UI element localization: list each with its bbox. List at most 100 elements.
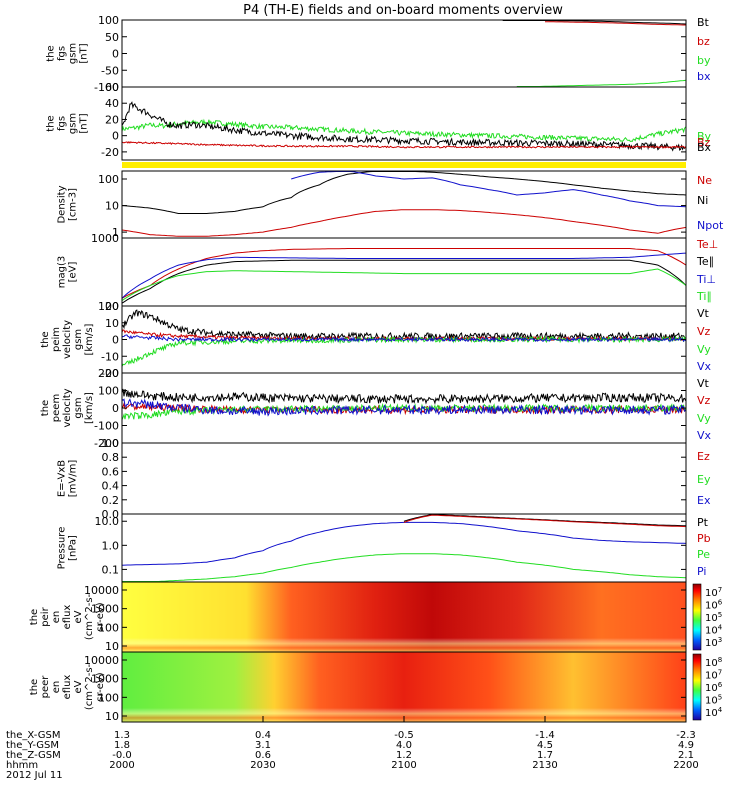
- legend-Vx: Vx: [697, 429, 712, 442]
- panel-temperature: 1000 100 mag(3 [eV] Te⊥ Te∥ Ti⊥ Ti∥: [57, 232, 719, 313]
- series-Te⊥: [121, 248, 687, 299]
- y-tick-label: 10: [105, 317, 119, 330]
- xaxis-value: 2100: [391, 760, 416, 771]
- legend-Ti∥: Ti∥: [696, 290, 712, 303]
- legend-Vt: Vt: [697, 307, 710, 320]
- y-axis-label: E=-VxB: [57, 460, 68, 497]
- legend-Pe: Pe: [697, 548, 710, 561]
- xaxis-value: -1.4: [535, 730, 555, 741]
- xaxis-value: -0.5: [394, 730, 414, 741]
- y-tick-label: 0: [112, 402, 119, 415]
- xaxis-value: 1.8: [114, 740, 130, 751]
- y-axis-label: fgs: [57, 46, 68, 61]
- legend-Vx: Vx: [697, 360, 712, 373]
- xaxis-row-label: hhmm: [6, 760, 38, 771]
- spectrogram-low-energy-band: [122, 652, 686, 722]
- y-tick-label: 1000: [91, 603, 119, 616]
- series-Ti⊥: [121, 252, 687, 299]
- xaxis-value: -2.3: [676, 730, 696, 741]
- y-tick-label: 10: [105, 710, 119, 723]
- y-axis-label: peer: [40, 675, 51, 699]
- colorbar: [692, 653, 702, 721]
- y-tick-label: -10: [101, 350, 119, 363]
- panel-density: 100 10 1 Density [cm-3] Ne Ni Npot: [57, 170, 724, 239]
- y-tick-label: -50: [101, 64, 119, 77]
- y-tick-label: 1: [112, 226, 119, 239]
- xaxis-value: 1.3: [114, 730, 130, 741]
- colorbar-tick-label: 105: [705, 694, 722, 707]
- y-tick-label: 0: [112, 48, 119, 61]
- y-axis-label: [cm-3]: [68, 188, 79, 221]
- series-Bx: [121, 101, 687, 152]
- y-axis-label: velocity: [62, 320, 73, 359]
- colorbar-tick-label: 106: [705, 681, 723, 694]
- xaxis-value: 1.7: [537, 750, 553, 761]
- xaxis-value: 4.0: [396, 740, 412, 751]
- y-axis-label: gsm: [68, 113, 79, 134]
- y-tick-label: 10: [105, 200, 119, 213]
- legend-Ey: Ey: [697, 473, 711, 486]
- y-tick-label: 100: [98, 385, 119, 398]
- xaxis-value: 2200: [673, 760, 698, 771]
- figure-title: P4 (TH-E) fields and on-board moments ov…: [243, 3, 563, 18]
- y-tick-label: 100: [98, 691, 119, 704]
- panel-efield: 1.00.80.6 0.40.20.0 E=-VxB [mV/m] Ez Ey Ex: [57, 437, 711, 521]
- y-tick-label: 0.4: [102, 480, 120, 493]
- y-tick-label: 20: [105, 300, 119, 313]
- legend-Vz: Vz: [697, 325, 711, 338]
- y-axis-label: en: [51, 681, 62, 694]
- y-axis-label: the: [29, 609, 40, 625]
- xaxis-value: 0.6: [255, 750, 271, 761]
- series-Ne: [121, 209, 687, 237]
- panel-frame: [121, 19, 687, 88]
- y-tick-label: 10000: [84, 584, 119, 597]
- xaxis-row-label: the_X-GSM: [6, 730, 60, 741]
- legend-Bz: Bz: [697, 136, 711, 149]
- legend-Npot: Npot: [697, 219, 724, 232]
- y-axis-label: fgs: [57, 116, 68, 131]
- y-axis-label: [km/s]: [84, 392, 95, 424]
- series-Ti∥: [121, 268, 687, 302]
- series-Pe: [122, 553, 687, 582]
- y-tick-label: -20: [101, 367, 119, 380]
- legend-Pt: Pt: [697, 516, 709, 529]
- legend-by: by: [697, 54, 711, 67]
- y-axis-label: (cm^2-s-: [84, 663, 95, 710]
- xaxis-value: 3.1: [255, 740, 271, 751]
- y-tick-label: 0: [112, 130, 119, 143]
- series-Vz: [121, 329, 687, 342]
- y-tick-label: -20: [101, 146, 119, 159]
- legend-Ez: Ez: [697, 450, 710, 463]
- y-tick-label: 60: [105, 81, 119, 94]
- y-tick-label: 0.2: [102, 494, 120, 507]
- y-tick-label: 20: [105, 113, 119, 126]
- xaxis-row-label: the_Z-GSM: [6, 750, 61, 761]
- y-axis-label: [mV/m]: [68, 460, 79, 498]
- y-tick-label: 1000: [91, 232, 119, 245]
- colorbar-tick-label: 107: [705, 586, 722, 599]
- y-tick-label: 1000: [91, 673, 119, 686]
- xaxis-value: 4.9: [678, 740, 694, 751]
- legend-Vy: Vy: [697, 343, 711, 356]
- y-tick-label: 0.1: [102, 563, 120, 576]
- xaxis-value: -0.0: [112, 750, 132, 761]
- series-Vx: [121, 334, 687, 343]
- colorbar: [692, 583, 702, 651]
- data-gap-strip: [122, 162, 686, 168]
- panel-frame: [121, 86, 687, 161]
- y-axis-label: eflux: [62, 675, 73, 700]
- y-axis-label: [eV]: [68, 262, 79, 283]
- legend-Pi: Pi: [697, 565, 706, 578]
- y-tick-label: 100: [98, 14, 119, 27]
- legend-Ni: Ni: [697, 194, 708, 207]
- legend-Vz: Vz: [697, 394, 711, 407]
- y-axis-label: sr-eV): [95, 602, 106, 631]
- y-tick-label: 40: [105, 97, 119, 110]
- y-axis-label: Pressure: [57, 527, 68, 570]
- legend-Ne: Ne: [697, 174, 712, 187]
- y-axis-label: [nPa]: [68, 535, 79, 561]
- series-Bz: [121, 141, 686, 149]
- panel-fgs_gse: 100 50 0 -50 -100 the fgs gsm [nT] Bt bz by bx: [46, 14, 711, 94]
